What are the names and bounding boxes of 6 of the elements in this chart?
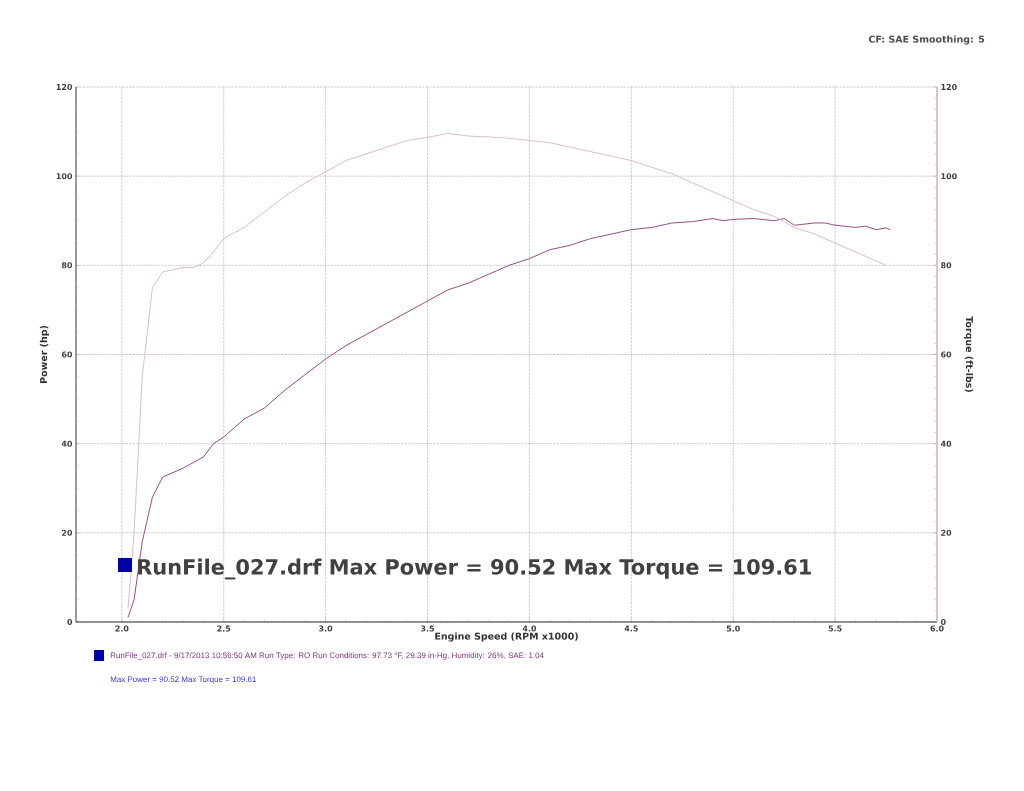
x-axis-title: Engine Speed (RPM x1000): [435, 632, 578, 642]
y-axis-title: Power (hp): [39, 325, 49, 383]
annotation: RunFile_027.drf Max Power = 90.52 Max Torque = 109.61: [138, 558, 811, 580]
text: CF: SAE Smoothing: 5: [868, 35, 985, 45]
line-series: [127, 218, 891, 618]
y2-axis-title: Torque (ft-lbs): [964, 316, 974, 392]
